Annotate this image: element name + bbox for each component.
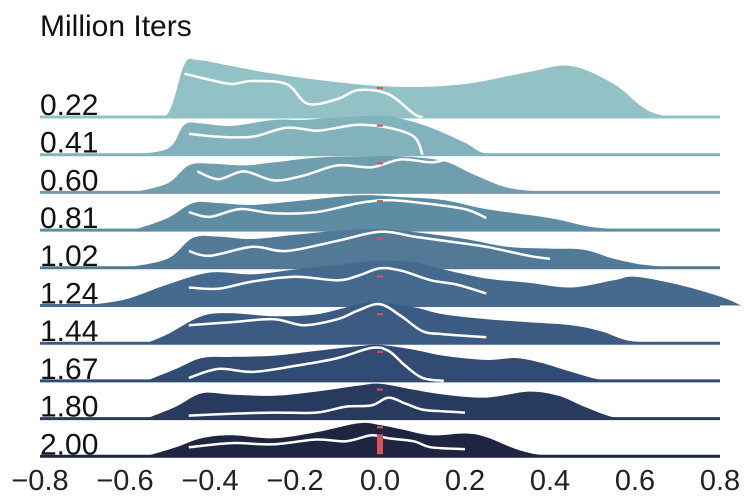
ridge-label: 0.60 (40, 164, 98, 197)
density-curve (188, 396, 466, 417)
chart-title: Million Iters (40, 10, 192, 43)
x-tick-label: 0.0 (360, 465, 400, 497)
density-curve (184, 72, 423, 119)
ridge-1.24: 1.24 (40, 260, 742, 311)
ridge-label: 0.81 (40, 202, 98, 235)
density-curve (188, 266, 487, 295)
x-axis: −0.8 −0.6 −0.4 −0.2 0.0 0.2 0.4 0.6 0.8 (11, 465, 740, 497)
zero-marker (377, 313, 383, 316)
density-curve (196, 157, 487, 182)
density-curve (188, 198, 487, 220)
ridge-1.80: 1.80 (40, 383, 720, 424)
zero-marker (377, 87, 383, 89)
density-area (125, 115, 529, 155)
ridge-label: 1.44 (40, 315, 98, 348)
zero-marker (377, 124, 383, 127)
ridge-0.22: 0.22 (40, 58, 720, 122)
zero-marker (377, 388, 383, 391)
ridge-label: 0.41 (40, 127, 98, 160)
ridge-1.67: 1.67 (40, 344, 720, 386)
density-area (133, 155, 550, 193)
zero-marker (377, 237, 383, 240)
density-curve (188, 433, 466, 451)
ridge-label: 0.22 (40, 89, 98, 122)
density-area (146, 383, 636, 419)
density-area (146, 302, 657, 344)
ridge-label: 1.80 (40, 391, 98, 424)
ridge-label: 2.00 (40, 428, 98, 461)
x-tick-label: 0.6 (615, 465, 655, 497)
x-tick-label: −0.6 (96, 465, 153, 497)
zero-marker (377, 434, 383, 455)
ridge-1.44: 1.44 (40, 302, 720, 348)
x-tick-label: −0.8 (11, 465, 68, 497)
ridge-label: 1.02 (40, 240, 98, 273)
density-area (82, 260, 742, 306)
zero-marker (377, 350, 383, 353)
ridges-group: 0.22 0.41 0.60 0.81 1.02 1.24 1.44 1.67 1.80 2.00 (40, 58, 742, 461)
zero-marker (377, 200, 383, 203)
density-curve (188, 302, 487, 339)
ridge-label: 1.24 (40, 278, 98, 311)
density-area (146, 344, 636, 381)
ridge-0.60: 0.60 (40, 155, 720, 197)
x-tick-label: 0.4 (530, 465, 570, 497)
zero-marker (377, 275, 383, 278)
ridge-label: 1.67 (40, 353, 98, 386)
density-curve (188, 346, 444, 383)
ridge-1.02: 1.02 (40, 228, 720, 273)
density-area (133, 195, 635, 231)
density-curve (188, 123, 424, 156)
x-tick-label: −0.2 (266, 465, 323, 497)
zero-marker (377, 162, 383, 165)
x-tick-label: −0.4 (181, 465, 238, 497)
ridge-0.41: 0.41 (40, 115, 720, 160)
x-tick-label: 0.8 (700, 465, 740, 497)
x-tick-label: 0.2 (445, 465, 485, 497)
ridge-0.81: 0.81 (40, 195, 720, 235)
density-area (142, 58, 720, 119)
ridge-2.00: 2.00 (40, 422, 720, 461)
zero-marker-tick (377, 426, 383, 429)
density-curve (188, 230, 551, 261)
